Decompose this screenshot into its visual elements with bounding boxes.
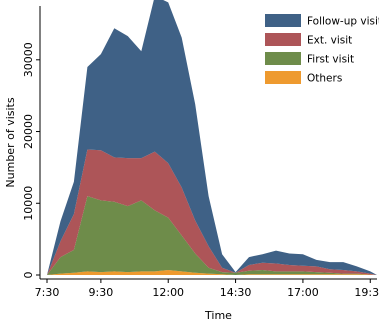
- legend-swatch-others: [265, 71, 301, 84]
- y-tick-label: 10000: [22, 186, 35, 221]
- x-tick-label: 9:30: [89, 286, 114, 299]
- y-axis-title: Number of visits: [4, 97, 17, 187]
- legend-swatch-ext-visit: [265, 33, 301, 46]
- x-tick-label: 17:00: [287, 286, 319, 299]
- x-tick-label: 14:30: [220, 286, 252, 299]
- area-follow-up-visit: [47, 0, 377, 275]
- legend-label-follow-up-visit: Follow-up visit: [307, 16, 379, 28]
- y-tick-label: 20000: [22, 114, 35, 149]
- area-ext-visit: [47, 149, 377, 275]
- area-first-visit: [47, 196, 377, 275]
- x-tick-label: 19:30: [354, 286, 379, 299]
- area-others: [47, 270, 377, 275]
- x-axis-title: Time: [204, 309, 232, 321]
- legend-label-others: Others: [307, 73, 342, 85]
- y-tick-label: 0: [22, 272, 35, 279]
- y-tick-label: 30000: [22, 42, 35, 77]
- legend: Follow-up visit Ext. visit First visit Othe…: [265, 14, 379, 85]
- area-series-group: [47, 0, 377, 275]
- legend-swatch-follow-up-visit: [265, 14, 301, 27]
- legend-label-first-visit: First visit: [307, 54, 354, 66]
- x-tick-label: 12:00: [152, 286, 184, 299]
- legend-label-ext-visit: Ext. visit: [307, 35, 352, 47]
- legend-swatch-first-visit: [265, 52, 301, 65]
- x-tick-label: 7:30: [35, 286, 60, 299]
- axes-group: 0 10000 20000 30000 7:30 9:30 12:00 14:30 17:00 1…: [22, 6, 379, 299]
